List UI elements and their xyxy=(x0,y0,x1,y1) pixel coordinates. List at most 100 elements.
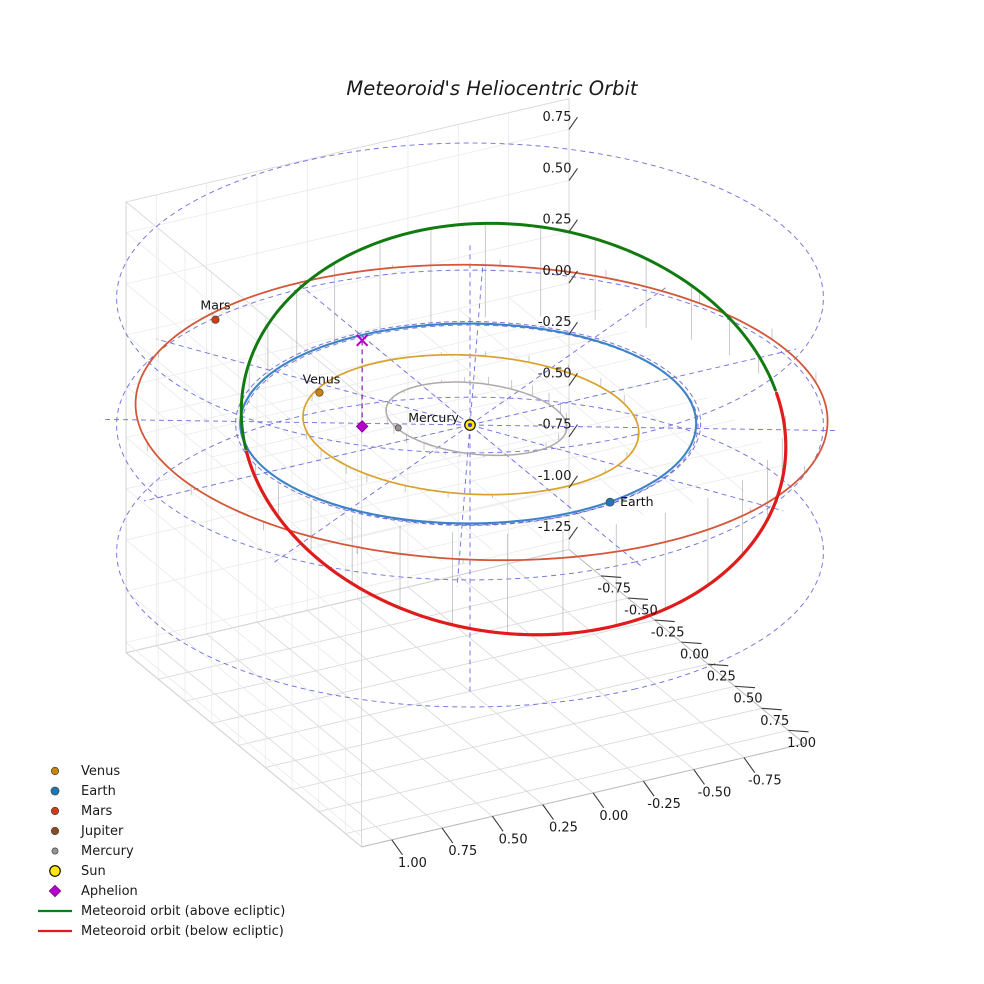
y-tick-mark xyxy=(642,780,655,797)
body-markers: Mercury Venus Earth Mars xyxy=(200,298,653,509)
polar-grid-spoke xyxy=(469,287,667,426)
legend-item-meteoroid-orbit-below-ecliptic[interactable]: Meteoroid orbit (below ecliptic) xyxy=(38,924,284,939)
floor-grid-line xyxy=(508,563,745,759)
y-tick-mark xyxy=(592,792,605,809)
ecliptic-grid-line xyxy=(307,343,544,539)
x-tick-label: -0.25 xyxy=(651,626,685,641)
x-tick-label: 0.00 xyxy=(680,648,709,663)
left-wall-grid-line xyxy=(126,180,570,285)
polar-grid-spoke xyxy=(469,263,484,426)
back-wall-grid-line xyxy=(125,437,362,632)
orbit-earth-dashed xyxy=(235,321,702,526)
floor-grid-line xyxy=(318,707,762,812)
floor-grid-line xyxy=(291,685,735,790)
orbit-earth xyxy=(239,322,698,525)
z-tick-label: 0.50 xyxy=(543,161,572,176)
z-tick-label: -1.25 xyxy=(538,520,572,535)
legend-item-venus[interactable]: Venus xyxy=(50,764,120,779)
legend-label: Venus xyxy=(81,764,120,779)
y-tick-mark xyxy=(693,769,705,785)
z-tick-mark xyxy=(568,219,578,233)
y-tick-label: 0.50 xyxy=(499,832,528,847)
left-wall-grid-line xyxy=(126,333,570,438)
x-tick-mark xyxy=(681,641,702,645)
z-tick-label: -1.00 xyxy=(538,469,572,484)
x-tick-mark xyxy=(601,575,622,578)
polar-grid-spoke xyxy=(296,281,471,426)
polar-grid-spoke xyxy=(469,424,644,569)
floor-grid-line xyxy=(184,597,628,702)
marker-aphelion-projection xyxy=(355,334,369,347)
ecliptic-grid-line xyxy=(458,308,695,504)
marker-mars: Mars xyxy=(200,298,231,324)
marker-sun xyxy=(464,419,476,431)
legend-item-mars[interactable]: Mars xyxy=(50,804,113,819)
z-tick-label: 0.00 xyxy=(543,264,572,279)
label-mars: Mars xyxy=(200,298,230,313)
legend-item-sun[interactable]: Sun xyxy=(49,864,106,879)
label-mercury: Mercury xyxy=(408,410,459,425)
x-tick-label: 0.50 xyxy=(734,692,763,707)
back-wall-grid-line xyxy=(125,385,362,581)
polar-grid-spoke xyxy=(100,418,471,426)
floor-grid-line xyxy=(256,621,493,817)
legend-item-aphelion[interactable]: Aphelion xyxy=(48,884,138,899)
legend-label: Meteoroid orbit (below ecliptic) xyxy=(81,924,284,939)
x-tick-mark xyxy=(654,619,675,623)
orbit-mercury xyxy=(385,381,568,457)
z-tick-label: -0.25 xyxy=(538,315,572,330)
legend-label: Aphelion xyxy=(81,884,138,899)
legend-label: Mars xyxy=(81,804,113,819)
polar-grid-circle-upper xyxy=(116,142,824,454)
marker-mercury: Mercury xyxy=(394,410,459,432)
left-wall-grid-line xyxy=(126,282,570,387)
z-tick-mark xyxy=(568,424,578,438)
polar-grid-spoke xyxy=(469,424,784,512)
label-earth: Earth xyxy=(620,494,654,509)
y-tick-label: -0.75 xyxy=(748,774,782,789)
x-tick-mark xyxy=(708,663,729,667)
legend-label: Jupiter xyxy=(80,824,124,839)
polar-grid-spoke xyxy=(156,338,471,426)
back-wall-grid-line xyxy=(125,590,362,786)
floor-grid-line xyxy=(457,574,695,770)
x-tick-mark xyxy=(788,729,809,733)
left-pane-edge xyxy=(125,98,570,654)
y-tick-mark xyxy=(743,757,756,773)
y-tick-label: 1.00 xyxy=(398,856,427,871)
marker-aphelion xyxy=(355,420,369,433)
y-tick-label: 0.25 xyxy=(549,821,578,836)
ecliptic-grid-line xyxy=(184,331,628,436)
y-tick-label: 0.75 xyxy=(448,844,477,859)
x-tick-mark xyxy=(627,597,649,601)
legend-item-jupiter[interactable]: Jupiter xyxy=(50,824,124,839)
y-tick-label: -0.50 xyxy=(698,785,732,800)
floor-pane-edge xyxy=(125,548,806,848)
legend-item-earth[interactable]: Earth xyxy=(50,784,116,799)
polar-grid-spoke xyxy=(469,424,840,432)
y-tick-label: 0.00 xyxy=(599,809,628,824)
z-tick-label: -0.50 xyxy=(538,366,572,381)
legend-group: Venus Earth Mars Jupiter Mercury Sun Aphelion M… xyxy=(38,764,285,939)
left-wall-grid-line xyxy=(126,231,570,336)
back-wall-grid-line xyxy=(125,539,362,735)
polar-grid-spoke xyxy=(469,348,797,426)
left-wall-grid-line xyxy=(126,436,570,541)
floor-grid-line xyxy=(345,729,789,835)
marker-venus: Venus xyxy=(303,372,340,397)
left-wall-grid-line xyxy=(126,538,570,643)
legend-label: Mercury xyxy=(81,844,134,859)
z-tick-mark xyxy=(568,168,578,181)
legend-item-mercury[interactable]: Mercury xyxy=(51,844,134,859)
z-tick-mark xyxy=(568,526,578,540)
z-tick-label: 0.25 xyxy=(543,213,572,228)
y-tick-label: -0.25 xyxy=(647,797,681,812)
floor-grid-line xyxy=(265,663,709,768)
y-tick-mark xyxy=(491,816,504,832)
z-tick-mark xyxy=(568,373,578,386)
back-wall-grid-line xyxy=(125,642,362,837)
legend-item-meteoroid-orbit-above-ecliptic[interactable]: Meteoroid orbit (above ecliptic) xyxy=(38,904,285,919)
floor-grid-line xyxy=(156,645,393,841)
